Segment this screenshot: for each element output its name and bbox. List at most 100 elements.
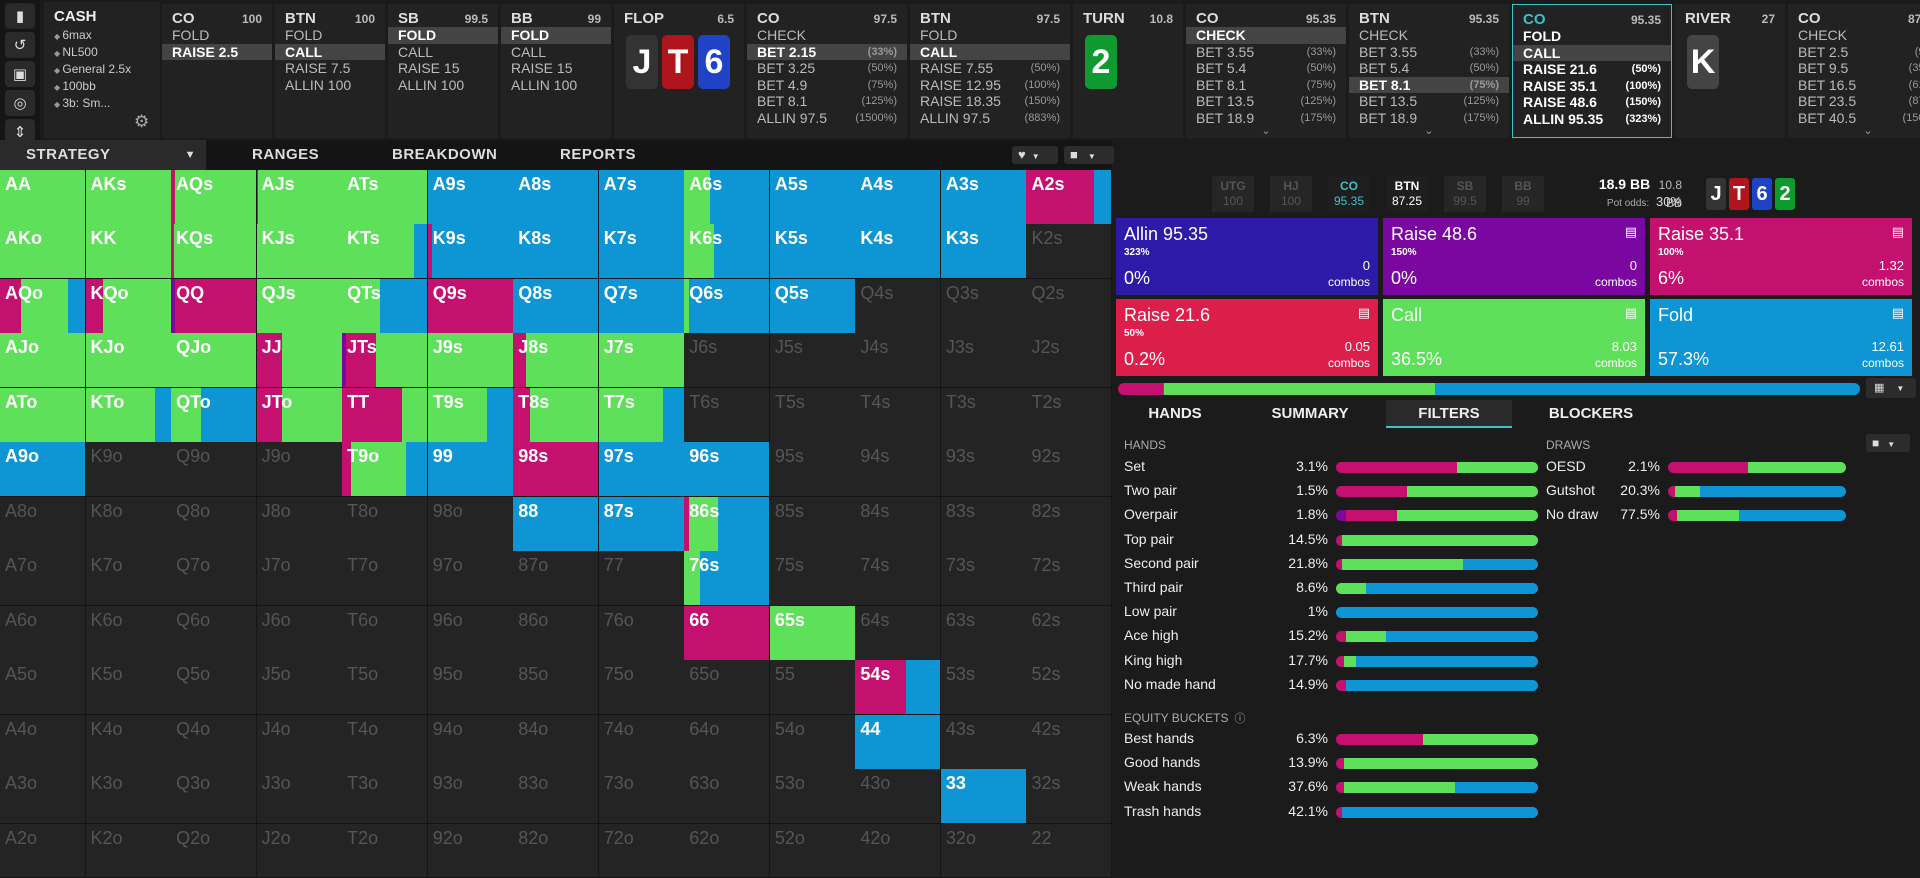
action-node-btn[interactable]: BTN 97.5 FOLD CALL RAISE 7.55 (50%) RAISE 12.9… bbox=[910, 4, 1070, 138]
node-action-item[interactable]: CHECK bbox=[1186, 27, 1346, 44]
hand-cell[interactable]: T6s bbox=[684, 387, 771, 443]
hand-cell[interactable]: Q4o bbox=[171, 714, 258, 770]
hand-cell[interactable]: KTo bbox=[85, 387, 172, 443]
hand-cell[interactable]: J5s bbox=[769, 333, 856, 389]
node-action-item[interactable]: BET 3.55 (33%) bbox=[1349, 44, 1509, 61]
hand-cell[interactable]: 84o bbox=[513, 714, 600, 770]
node-action-item[interactable]: RAISE 35.1 (100%) bbox=[1513, 78, 1671, 95]
hand-cell[interactable]: K5o bbox=[85, 660, 172, 716]
hand-cell[interactable]: Q2s bbox=[1026, 278, 1113, 334]
tab-breakdown[interactable]: BREAKDOWN bbox=[392, 146, 498, 163]
hand-cell[interactable]: 75o bbox=[598, 660, 685, 716]
hand-cell[interactable]: 86o bbox=[513, 605, 600, 661]
hand-cell[interactable]: J7s bbox=[598, 333, 685, 389]
node-action-item[interactable]: FOLD bbox=[388, 27, 498, 44]
hand-cell[interactable]: KK bbox=[85, 224, 172, 280]
hand-cell[interactable]: T7o bbox=[342, 551, 429, 607]
hand-cell[interactable]: 66 bbox=[684, 605, 771, 661]
node-action-item[interactable]: BET 2.5 (9%) bbox=[1788, 44, 1920, 61]
hand-cell[interactable]: A8s bbox=[513, 170, 600, 225]
hand-cell[interactable]: Q6o bbox=[171, 605, 258, 661]
hand-cell[interactable]: TT bbox=[342, 387, 429, 443]
hand-cell[interactable]: K7s bbox=[598, 224, 685, 280]
filter-row[interactable]: OESD 2.1% bbox=[1546, 458, 1660, 478]
hand-cell[interactable]: 74o bbox=[598, 714, 685, 770]
hand-cell[interactable]: QTs bbox=[342, 278, 429, 334]
hand-cell[interactable]: T5o bbox=[342, 660, 429, 716]
hand-cell[interactable]: 93o bbox=[427, 769, 514, 825]
hand-cell[interactable]: Q3o bbox=[171, 769, 258, 825]
node-action-item[interactable]: CHECK bbox=[1349, 27, 1509, 44]
hand-cell[interactable]: K7o bbox=[85, 551, 172, 607]
hand-cell[interactable]: 32s bbox=[1026, 769, 1113, 825]
hand-cell[interactable]: J8s bbox=[513, 333, 600, 389]
hand-cell[interactable]: 63o bbox=[684, 769, 771, 825]
notes-icon[interactable]: ▤ bbox=[1624, 224, 1637, 239]
subtab-blockers[interactable]: BLOCKERS bbox=[1548, 405, 1634, 422]
hand-cell[interactable]: T5s bbox=[769, 387, 856, 443]
hand-cell[interactable]: T2o bbox=[342, 823, 429, 878]
position-bb[interactable]: BB 99 bbox=[1502, 176, 1544, 212]
hand-cell[interactable]: J6o bbox=[256, 605, 343, 661]
hand-cell[interactable]: Q9s bbox=[427, 278, 514, 334]
hand-cell[interactable]: K3o bbox=[85, 769, 172, 825]
hand-cell[interactable]: 63s bbox=[940, 605, 1027, 661]
hand-cell[interactable]: 44 bbox=[855, 714, 942, 770]
node-action-item[interactable]: FOLD bbox=[910, 27, 1070, 44]
node-action-item[interactable]: BET 16.5 (61%) bbox=[1788, 77, 1920, 94]
node-action-item[interactable]: FOLD bbox=[501, 27, 611, 44]
position-hj[interactable]: HJ 100 bbox=[1270, 176, 1312, 212]
hand-cell[interactable]: 96s bbox=[684, 442, 771, 498]
chevron-down-icon[interactable]: ⌄ bbox=[1261, 125, 1271, 137]
hand-cell[interactable]: T9s bbox=[427, 387, 514, 443]
position-sb[interactable]: SB 99.5 bbox=[1444, 176, 1486, 212]
filter-row[interactable]: Second pair 21.8% bbox=[1124, 555, 1328, 575]
hand-cell[interactable]: T9o bbox=[342, 442, 429, 498]
hand-cell[interactable]: A5s bbox=[769, 170, 856, 225]
node-action-item[interactable]: FOLD bbox=[162, 27, 272, 44]
hand-cell[interactable]: 95o bbox=[427, 660, 514, 716]
hand-cell[interactable]: JJ bbox=[256, 333, 343, 389]
hand-cell[interactable]: K9s bbox=[427, 224, 514, 280]
tab-reports[interactable]: REPORTS bbox=[560, 146, 637, 163]
hand-cell[interactable]: 22 bbox=[1026, 823, 1113, 878]
node-action-item[interactable]: BET 8.1 (75%) bbox=[1349, 76, 1509, 93]
hand-cell[interactable]: 85o bbox=[513, 660, 600, 716]
hand-cell[interactable]: Q7s bbox=[598, 278, 685, 334]
hand-cell[interactable]: K8o bbox=[85, 496, 172, 552]
node-action-item[interactable]: BET 4.9 (75%) bbox=[747, 77, 907, 94]
hand-cell[interactable]: T8o bbox=[342, 496, 429, 552]
hand-cell[interactable]: K2o bbox=[85, 823, 172, 878]
node-action-item[interactable]: BET 9.5 (35%) bbox=[1788, 60, 1920, 77]
street-river[interactable]: RIVER 27 K bbox=[1675, 4, 1785, 138]
hand-cell[interactable]: T6o bbox=[342, 605, 429, 661]
hand-cell[interactable]: 83s bbox=[940, 496, 1027, 552]
position-co[interactable]: CO 95.35 bbox=[1328, 176, 1370, 212]
hand-cell[interactable]: A9s bbox=[427, 170, 514, 225]
hand-cell[interactable]: 65s bbox=[769, 605, 856, 661]
hand-cell[interactable]: 84s bbox=[855, 496, 942, 552]
hand-cell[interactable]: 85s bbox=[769, 496, 856, 552]
action-node-bb[interactable]: BB 99 FOLD CALL RAISE 15 ALLIN 100 bbox=[501, 4, 611, 138]
hand-cell[interactable]: Q8s bbox=[513, 278, 600, 334]
node-action-item[interactable]: ALLIN 100 bbox=[501, 77, 611, 94]
hand-cell[interactable]: Q5s bbox=[769, 278, 856, 334]
hand-cell[interactable]: 32o bbox=[940, 823, 1027, 878]
hand-cell[interactable]: 73o bbox=[598, 769, 685, 825]
hand-cell[interactable]: 43s bbox=[940, 714, 1027, 770]
hand-cell[interactable]: A3s bbox=[940, 170, 1027, 225]
hand-cell[interactable]: T4s bbox=[855, 387, 942, 443]
filter-row[interactable]: King high 17.7% bbox=[1124, 652, 1328, 672]
game-settings-panel[interactable]: CASH ◆ 6max ◆ NL500 ◆ General 2.5x ◆ 100bb ◆… bbox=[44, 2, 160, 138]
position-btn[interactable]: BTN 87.25 bbox=[1386, 176, 1428, 212]
hand-cell[interactable]: 92s bbox=[1026, 442, 1113, 498]
node-action-item[interactable]: BET 23.5 (87%) bbox=[1788, 93, 1920, 110]
hand-cell[interactable]: 96o bbox=[427, 605, 514, 661]
chevron-down-icon[interactable]: ⌄ bbox=[1424, 125, 1434, 137]
hand-cell[interactable]: ATo bbox=[0, 387, 87, 443]
action-node-co[interactable]: CO 95.35 CHECK BET 3.55 (33%) BET 5.4 (50%) BET… bbox=[1186, 4, 1346, 138]
subtab-summary[interactable]: SUMMARY bbox=[1271, 405, 1349, 422]
gear-icon[interactable]: ⚙ bbox=[134, 112, 150, 131]
hand-cell[interactable]: A7s bbox=[598, 170, 685, 225]
